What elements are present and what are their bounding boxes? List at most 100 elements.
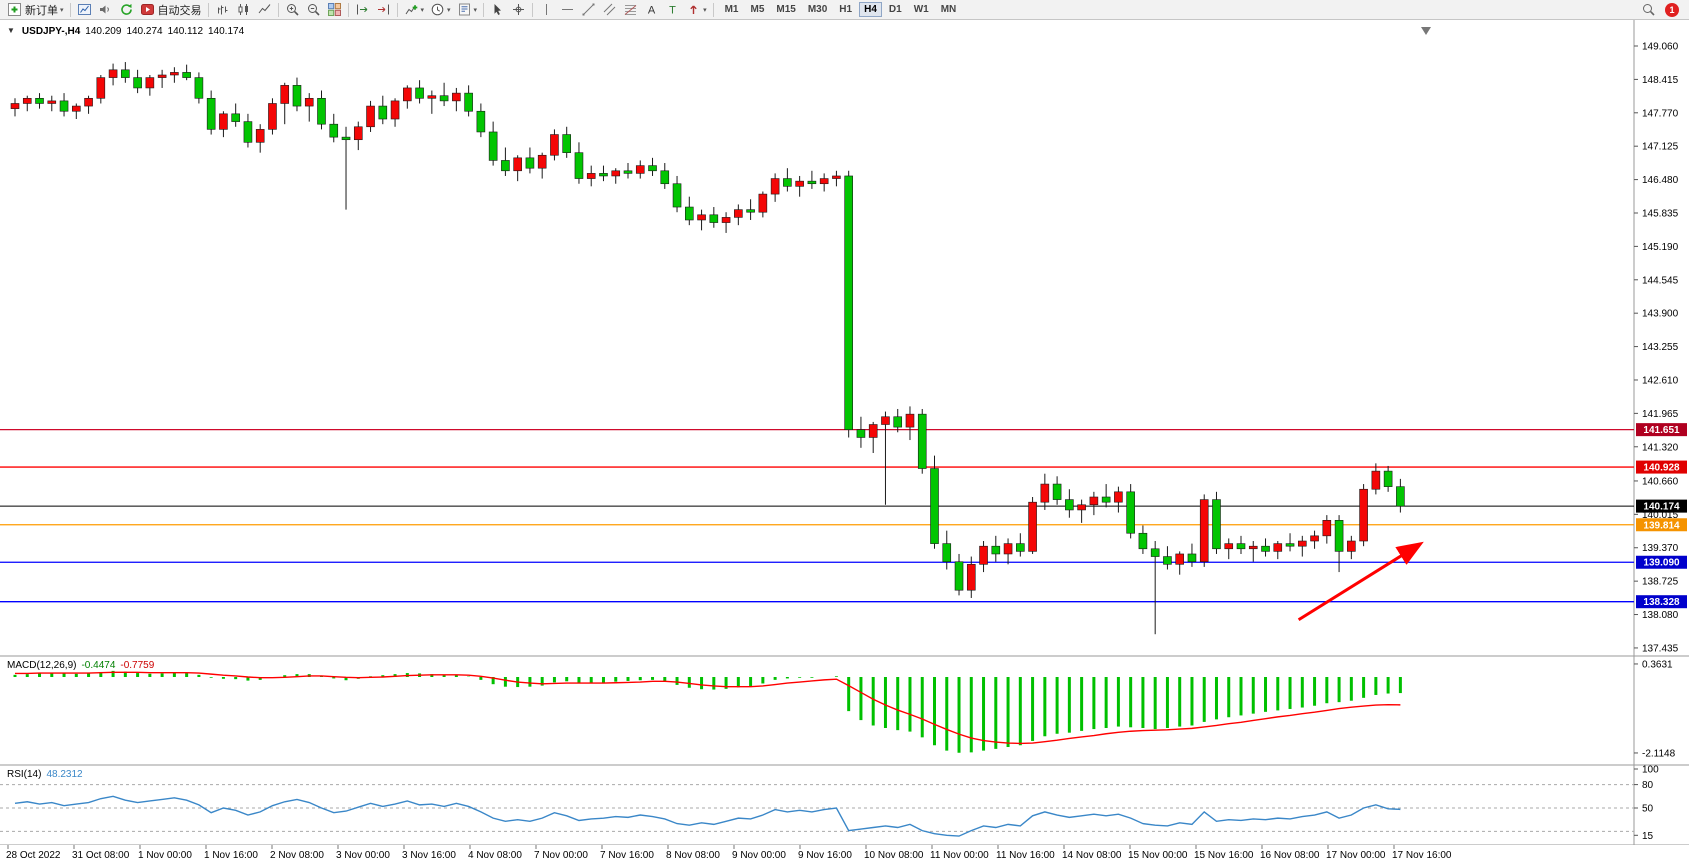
candle-body [1285, 543, 1295, 547]
price-tick-label: 140.015 [1642, 510, 1679, 521]
chart-window-button[interactable] [74, 1, 95, 19]
time-axis[interactable] [0, 845, 1689, 863]
candle-body [1187, 553, 1197, 563]
price-tick-label: 147.770 [1642, 108, 1679, 119]
channel-button[interactable] [599, 1, 620, 19]
chart-shift-button[interactable] [373, 1, 394, 19]
indicators-icon [404, 2, 419, 17]
candle-body [280, 85, 290, 104]
hline-button[interactable] [557, 1, 578, 19]
indicators-button[interactable]: ▾ [401, 1, 428, 19]
candle-body [868, 424, 878, 438]
candle-body [1310, 535, 1319, 542]
time-tick-label: 17 Nov 16:00 [1392, 850, 1452, 861]
candle-chart-button[interactable] [233, 1, 254, 19]
timeframe-h4[interactable]: H4 [859, 2, 882, 17]
timeframe-m30[interactable]: M30 [807, 4, 828, 15]
autotrade-icon [140, 2, 155, 17]
fibonacci-button[interactable] [620, 1, 641, 19]
timeframe-m5[interactable]: M5 [750, 4, 765, 15]
timeframe-h1[interactable]: H1 [839, 4, 853, 15]
fibonacci-icon [623, 2, 638, 17]
refresh-button[interactable] [116, 1, 137, 19]
clock-icon [430, 2, 445, 17]
text-a-icon: A [644, 2, 659, 17]
dropdown-caret-icon: ▾ [60, 6, 64, 14]
zoom-in-button[interactable] [282, 1, 303, 19]
candle-body [22, 97, 32, 104]
candle-body [84, 97, 93, 107]
macd-panel[interactable] [0, 656, 1634, 765]
candle-body [145, 77, 155, 89]
auto-scroll-button[interactable] [352, 1, 373, 19]
tile-windows-button[interactable] [324, 1, 345, 19]
bar-chart-button[interactable] [212, 1, 233, 19]
candle-body [537, 154, 547, 169]
timeframe-d1[interactable]: D1 [888, 4, 902, 15]
auto-scroll-icon [355, 2, 370, 17]
autotrade-button[interactable]: 自动交易 [137, 1, 205, 19]
time-tick-label: 3 Nov 00:00 [336, 850, 390, 861]
time-tick-label: 8 Nov 08:00 [666, 850, 720, 861]
candle-body [795, 180, 804, 187]
candle-body [341, 136, 351, 141]
trendline-button[interactable] [578, 1, 599, 19]
new-order-button[interactable]: 新订单 ▾ [4, 1, 67, 19]
trend-arrow-annotation[interactable] [1297, 541, 1424, 621]
zoom-out-button[interactable] [303, 1, 324, 19]
cursor-button[interactable] [487, 1, 508, 19]
rsi-line [14, 795, 1401, 837]
macd-axis-label: 0.3631 [1642, 659, 1673, 670]
crosshair-button[interactable] [508, 1, 529, 19]
candle-body [954, 561, 964, 591]
text-button[interactable]: A [641, 1, 662, 19]
candle-body [1273, 543, 1283, 552]
quote-low: 140.112 [167, 26, 203, 37]
line-chart-button[interactable] [254, 1, 275, 19]
candle-body [1138, 532, 1148, 550]
candle-body [819, 178, 829, 185]
candle-body [378, 105, 388, 120]
toolbar-right-group: 1 [1638, 1, 1685, 19]
sound-alerts-button[interactable] [95, 1, 116, 19]
candle-body [1175, 553, 1184, 565]
candle-body [770, 178, 780, 195]
candle-body [403, 87, 412, 102]
candle-body [59, 100, 69, 112]
price-level-box [1636, 555, 1687, 569]
collapse-icon[interactable]: ▼ [7, 26, 15, 35]
rsi-panel[interactable] [0, 765, 1634, 845]
search-button[interactable] [1638, 1, 1659, 19]
zoom-out-icon [306, 2, 321, 17]
candle-body [170, 72, 179, 76]
candle-chart-icon [236, 2, 251, 17]
chart-window-icon [77, 2, 92, 17]
candle-body [108, 69, 118, 78]
timeframe-w1[interactable]: W1 [913, 4, 929, 15]
candle-body [905, 413, 915, 428]
timeframe-m15[interactable]: M15 [776, 4, 796, 15]
chart-shift-icon [376, 2, 391, 17]
candle-body [1347, 540, 1356, 552]
templates-button[interactable]: ▾ [454, 1, 481, 19]
price-tick-label: 146.480 [1642, 175, 1679, 186]
rsi-indicator-label: RSI(14) 48.2312 [7, 769, 83, 780]
macd-indicator-label: MACD(12,26,9) -0.4474 -0.7759 [7, 660, 154, 671]
timeframe-m1[interactable]: M1 [724, 4, 739, 15]
timeframe-mn[interactable]: MN [940, 4, 957, 15]
arrows-button[interactable]: ▾ [683, 1, 710, 19]
notification-badge[interactable]: 1 [1665, 2, 1679, 17]
candle-body [1199, 499, 1209, 563]
price-tick-label: 144.545 [1642, 275, 1679, 286]
periods-button[interactable]: ▾ [427, 1, 454, 19]
candle-body [746, 209, 755, 213]
main-chart-panel[interactable] [0, 20, 1634, 656]
time-tick-label: 16 Nov 08:00 [1260, 850, 1320, 861]
svg-text:T: T [669, 5, 676, 17]
label-button[interactable]: T [662, 1, 683, 19]
vline-button[interactable] [536, 1, 557, 19]
candle-body [599, 173, 608, 177]
candle-body [1052, 483, 1062, 500]
rsi-name: RSI(14) [7, 769, 42, 780]
